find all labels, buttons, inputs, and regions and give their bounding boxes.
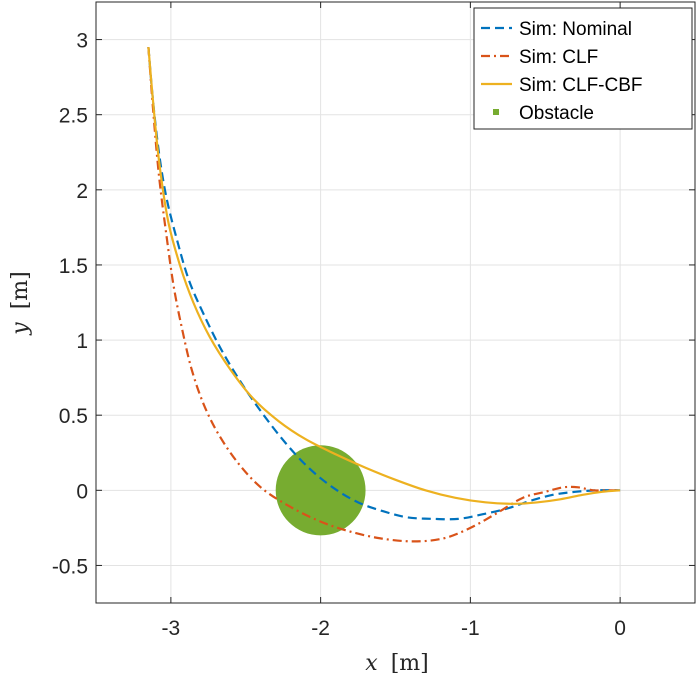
x-tick-label: -1: [461, 617, 480, 640]
grid-lines: [96, 2, 695, 603]
x-axis-var: x: [365, 651, 378, 676]
legend-swatch-obstacle: [493, 109, 499, 115]
y-tick-label: 2.5: [59, 105, 88, 128]
y-axis-var: y: [8, 322, 33, 336]
x-axis-label: x [m]: [365, 651, 428, 676]
y-tick-label: 0.5: [59, 405, 88, 428]
x-tick-label: -2: [311, 617, 330, 640]
series-line-sim-clf-cbf: [147, 46, 621, 505]
legend-label-sim-nominal: Sim: Nominal: [519, 19, 632, 40]
tick-marks: [96, 2, 695, 603]
tick-labels: -3 -2 -1 0 -0.5 0 0.5 1 1.5 2 2.5 3: [52, 30, 626, 640]
legend-label-sim-clf-cbf: Sim: CLF-CBF: [519, 75, 643, 96]
x-tick-label: 0: [614, 617, 626, 640]
y-tick-label: -0.5: [52, 555, 88, 578]
legend-label-sim-clf: Sim: CLF: [519, 47, 598, 68]
y-tick-label: 0: [76, 480, 88, 503]
y-axis-unit: [m]: [8, 271, 33, 309]
series-line-sim-nominal: [147, 46, 621, 521]
series-line-sim-clf: [147, 46, 621, 543]
y-axis-label: y [m]: [8, 271, 33, 335]
legend-label-obstacle: Obstacle: [519, 103, 594, 124]
y-tick-label: 2: [76, 180, 88, 203]
y-tick-label: 3: [76, 30, 88, 53]
plot-frame: [95, 1, 696, 604]
series-layer: [147, 46, 621, 543]
obstacle-circle: [275, 445, 366, 536]
x-tick-label: -3: [162, 617, 181, 640]
x-axis-unit: [m]: [391, 651, 429, 676]
y-tick-label: 1.5: [59, 255, 88, 278]
obstacle-layer: [275, 445, 366, 536]
legend: Sim: Nominal Sim: CLF Sim: CLF-CBF Obstacle: [473, 7, 693, 130]
y-tick-label: 1: [76, 330, 88, 353]
